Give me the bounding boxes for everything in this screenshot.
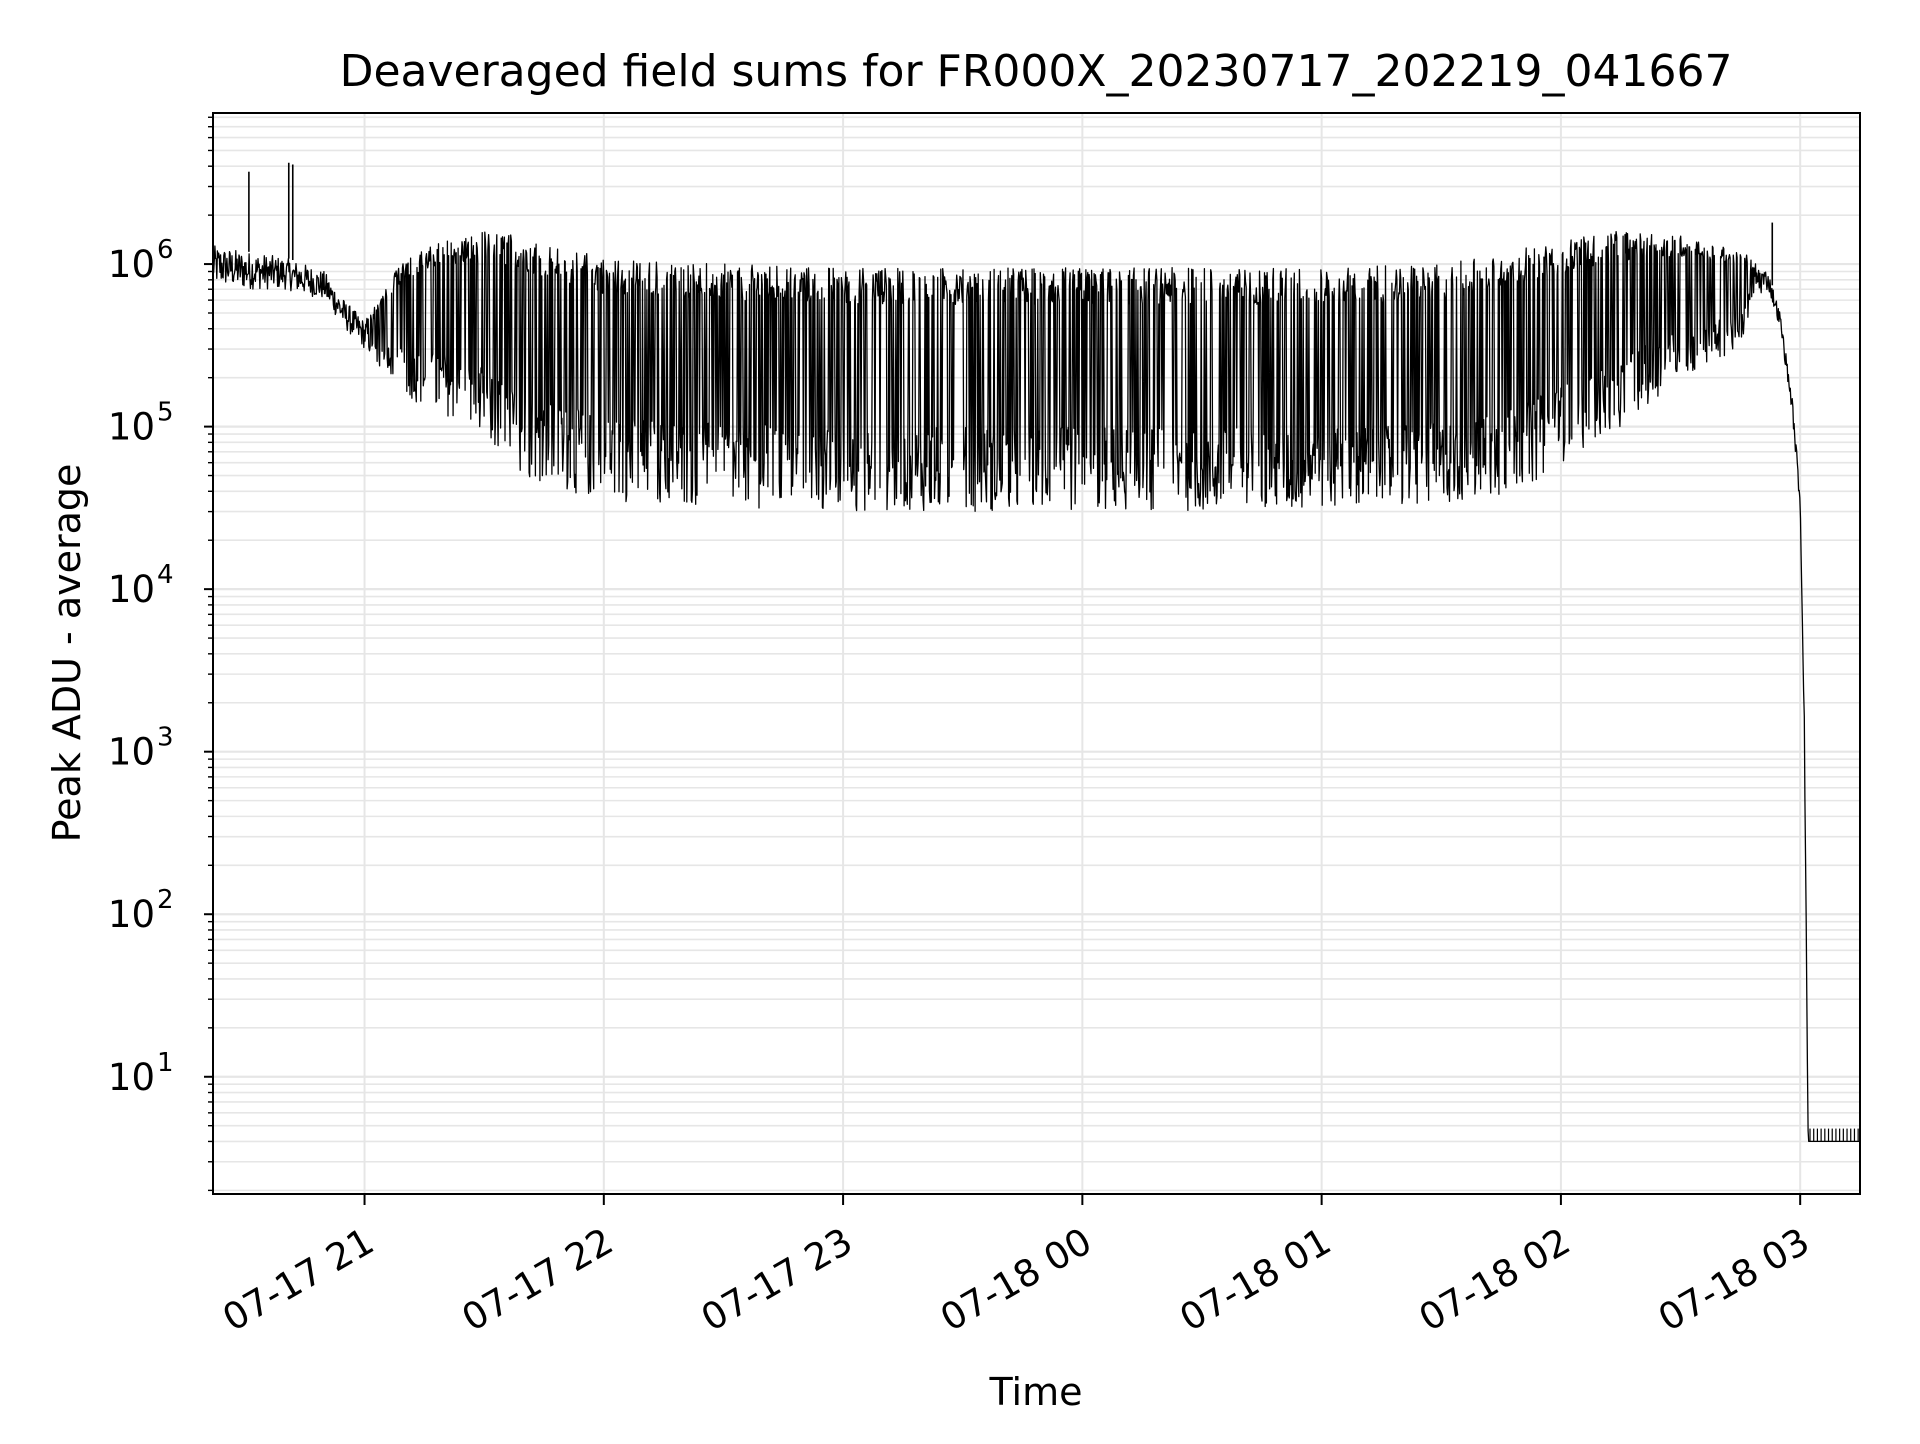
y-tick-exponent: 6 bbox=[157, 235, 174, 265]
y-axis-label: Peak ADU - average bbox=[45, 464, 89, 843]
chart-title: Deaveraged field sums for FR000X_2023071… bbox=[340, 46, 1733, 97]
grid-layer bbox=[213, 113, 1860, 1194]
y-tick-label: 10 bbox=[108, 731, 155, 774]
y-tick-exponent: 4 bbox=[157, 560, 174, 590]
y-tick-exponent: 2 bbox=[157, 885, 174, 915]
series-line bbox=[212, 230, 1861, 1143]
series-layer bbox=[212, 162, 1861, 1143]
y-tick-label: 10 bbox=[108, 568, 155, 611]
y-tick-exponent: 1 bbox=[157, 1048, 174, 1078]
y-tick-exponent: 3 bbox=[157, 723, 174, 753]
y-tick-label: 10 bbox=[108, 893, 155, 936]
x-axis-label: Time bbox=[989, 1370, 1083, 1414]
y-tick-label: 10 bbox=[108, 243, 155, 286]
y-tick-label: 10 bbox=[108, 1056, 155, 1099]
y-tick-label: 10 bbox=[108, 406, 155, 449]
y-tick-exponent: 5 bbox=[157, 398, 174, 428]
